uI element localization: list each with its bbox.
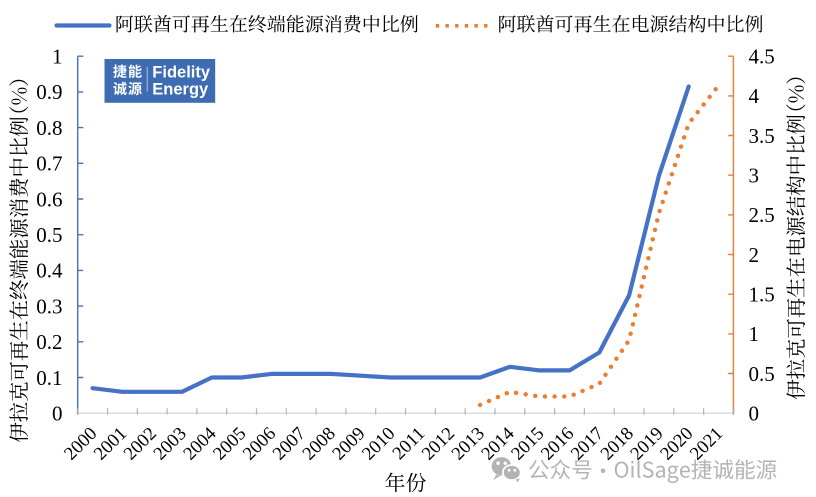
svg-text:0.8: 0.8 (36, 116, 62, 140)
svg-text:0.6: 0.6 (36, 187, 62, 211)
svg-text:0.2: 0.2 (36, 330, 62, 354)
svg-text:0.4: 0.4 (36, 259, 63, 283)
svg-text:2: 2 (749, 243, 760, 267)
svg-text:0.5: 0.5 (36, 223, 62, 247)
svg-text:3: 3 (749, 164, 760, 188)
svg-text:0.1: 0.1 (36, 366, 62, 390)
svg-text:0: 0 (52, 402, 63, 426)
svg-text:1.5: 1.5 (749, 283, 775, 307)
svg-text:2.5: 2.5 (749, 203, 775, 227)
svg-text:1: 1 (749, 322, 760, 346)
svg-text:Energy: Energy (152, 81, 209, 99)
svg-text:Fidelity: Fidelity (152, 63, 211, 81)
svg-text:1: 1 (52, 45, 63, 69)
svg-text:0.7: 0.7 (36, 152, 62, 176)
svg-text:0.3: 0.3 (36, 294, 62, 318)
svg-text:0.5: 0.5 (749, 362, 775, 386)
svg-text:4: 4 (749, 84, 760, 108)
svg-text:4.5: 4.5 (749, 45, 775, 69)
svg-text:0.9: 0.9 (36, 80, 62, 104)
svg-text:0: 0 (749, 402, 760, 426)
svg-text:3.5: 3.5 (749, 124, 775, 148)
